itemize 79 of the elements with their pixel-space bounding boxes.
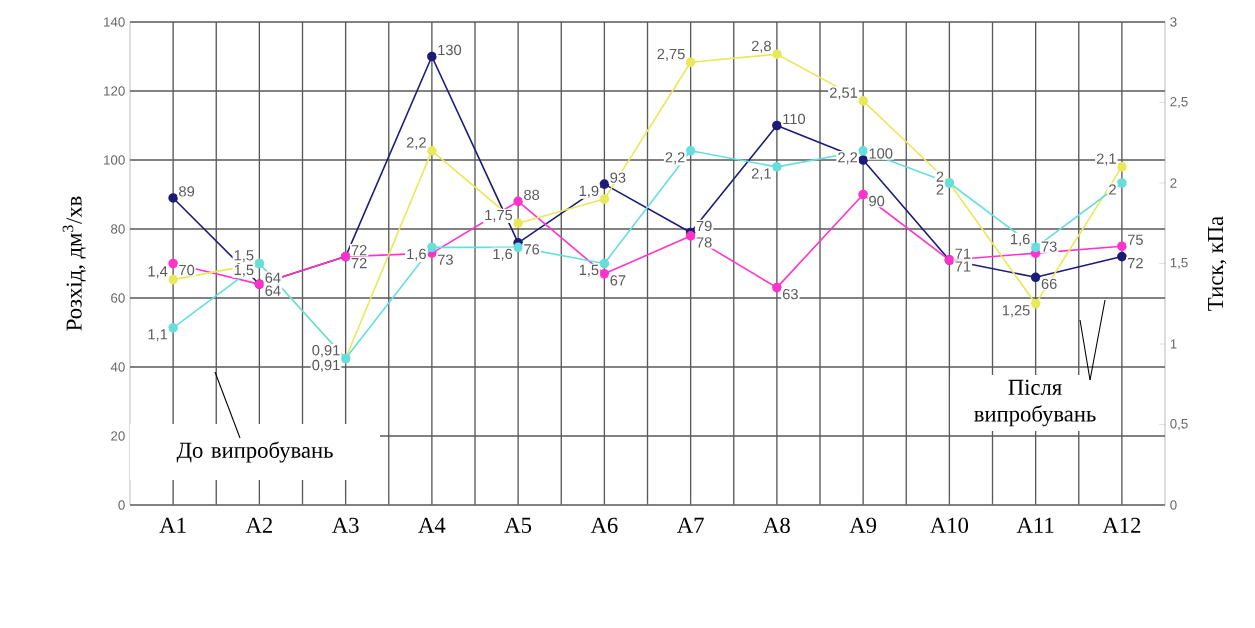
data-label: 2,1 — [1096, 153, 1116, 166]
y-tick-label: 60 — [111, 293, 125, 303]
y2-tick-label: 0 — [1170, 500, 1177, 510]
y-tick-label: 40 — [110, 362, 125, 372]
data-label: 73 — [437, 254, 453, 265]
data-label: 2,2 — [665, 152, 685, 165]
data-label: 1,5 — [234, 250, 254, 263]
data-label: 1,5 — [579, 264, 599, 277]
data-label: 67 — [610, 275, 626, 286]
y-tick-label: 0 — [118, 500, 125, 510]
data-label: 1,4 — [148, 266, 168, 279]
data-label: 90 — [869, 195, 885, 207]
x-tick-label: A9 — [849, 517, 877, 533]
data-label: 1,1 — [148, 329, 168, 342]
data-label: 79 — [696, 220, 712, 232]
data-label: 2,51 — [829, 87, 858, 100]
data-label: 93 — [610, 172, 626, 183]
y2-tick-label: 0,5 — [1170, 418, 1188, 431]
x-tick-label: A7 — [677, 517, 704, 533]
x-tick-label: A5 — [504, 517, 532, 533]
data-label: 2,8 — [751, 40, 771, 53]
data-label: 110 — [783, 113, 806, 125]
y2-axis-title: Тиск, кПа — [1208, 216, 1227, 311]
data-label: 75 — [1127, 234, 1143, 245]
y-axis-title: Розхід, дм$^{3}$/хв — [62, 196, 86, 331]
data-label: 1,6 — [1011, 233, 1030, 247]
x-tick-label: A12 — [1102, 517, 1141, 533]
data-label: 130 — [438, 44, 462, 56]
data-label: 72 — [351, 257, 367, 269]
data-label: 2,2 — [406, 137, 426, 150]
y-tick-label: 100 — [104, 155, 125, 165]
data-label: 0,91 — [312, 359, 340, 372]
data-label: 64 — [265, 272, 281, 283]
data-label: 1,5 — [234, 264, 254, 277]
data-label: 2 — [936, 171, 944, 182]
data-label: 76 — [524, 244, 540, 255]
data-label: 2,1 — [751, 168, 771, 181]
x-tick-label: A3 — [332, 517, 359, 533]
y2-tick-label: 3 — [1170, 17, 1177, 27]
data-label: 2,75 — [657, 48, 685, 61]
data-label: 66 — [1041, 278, 1057, 290]
data-label: 2 — [1109, 184, 1116, 195]
x-tick-label: A1 — [159, 517, 186, 533]
data-label: 2,2 — [838, 152, 858, 165]
x-tick-label: A11 — [1016, 517, 1054, 533]
data-label: 73 — [1041, 241, 1057, 252]
x-tick-label: A6 — [590, 517, 618, 533]
data-label: 100 — [869, 148, 893, 159]
x-tick-label: A2 — [245, 517, 272, 533]
annotation: Після випробувань — [974, 379, 1096, 427]
y2-tick-label: 2,5 — [1170, 96, 1188, 109]
y2-tick-label: 1,5 — [1170, 258, 1188, 269]
x-tick-label: A8 — [763, 517, 790, 534]
data-label: 71 — [955, 248, 971, 259]
data-label: 72 — [1127, 257, 1143, 269]
y2-tick-label: 1 — [1170, 339, 1177, 349]
data-label: 2 — [936, 184, 944, 195]
data-label: 88 — [524, 189, 540, 201]
data-label: 72 — [351, 245, 367, 256]
y-tick-label: 140 — [104, 17, 125, 27]
annotation: До випробувань — [176, 441, 333, 463]
y-tick-label: 20 — [111, 431, 125, 441]
data-label: 1,6 — [493, 248, 513, 261]
y-tick-label: 80 — [111, 224, 125, 234]
data-label: 1,25 — [1002, 305, 1030, 318]
x-tick-label: A10 — [930, 517, 969, 534]
data-label: 0,91 — [312, 345, 340, 358]
data-label: 71 — [955, 261, 971, 272]
data-label: 1,75 — [485, 209, 513, 222]
data-label: 70 — [179, 264, 195, 276]
x-tick-label: A4 — [418, 517, 446, 533]
data-label: 63 — [782, 289, 798, 300]
y2-tick-label: 2 — [1170, 178, 1177, 188]
y-tick-label: 120 — [104, 86, 125, 96]
data-label: 64 — [265, 285, 281, 296]
data-label: 78 — [696, 237, 712, 248]
data-label: 1,9 — [579, 185, 599, 198]
data-label: 89 — [179, 186, 195, 197]
data-label: 1,6 — [407, 248, 426, 261]
